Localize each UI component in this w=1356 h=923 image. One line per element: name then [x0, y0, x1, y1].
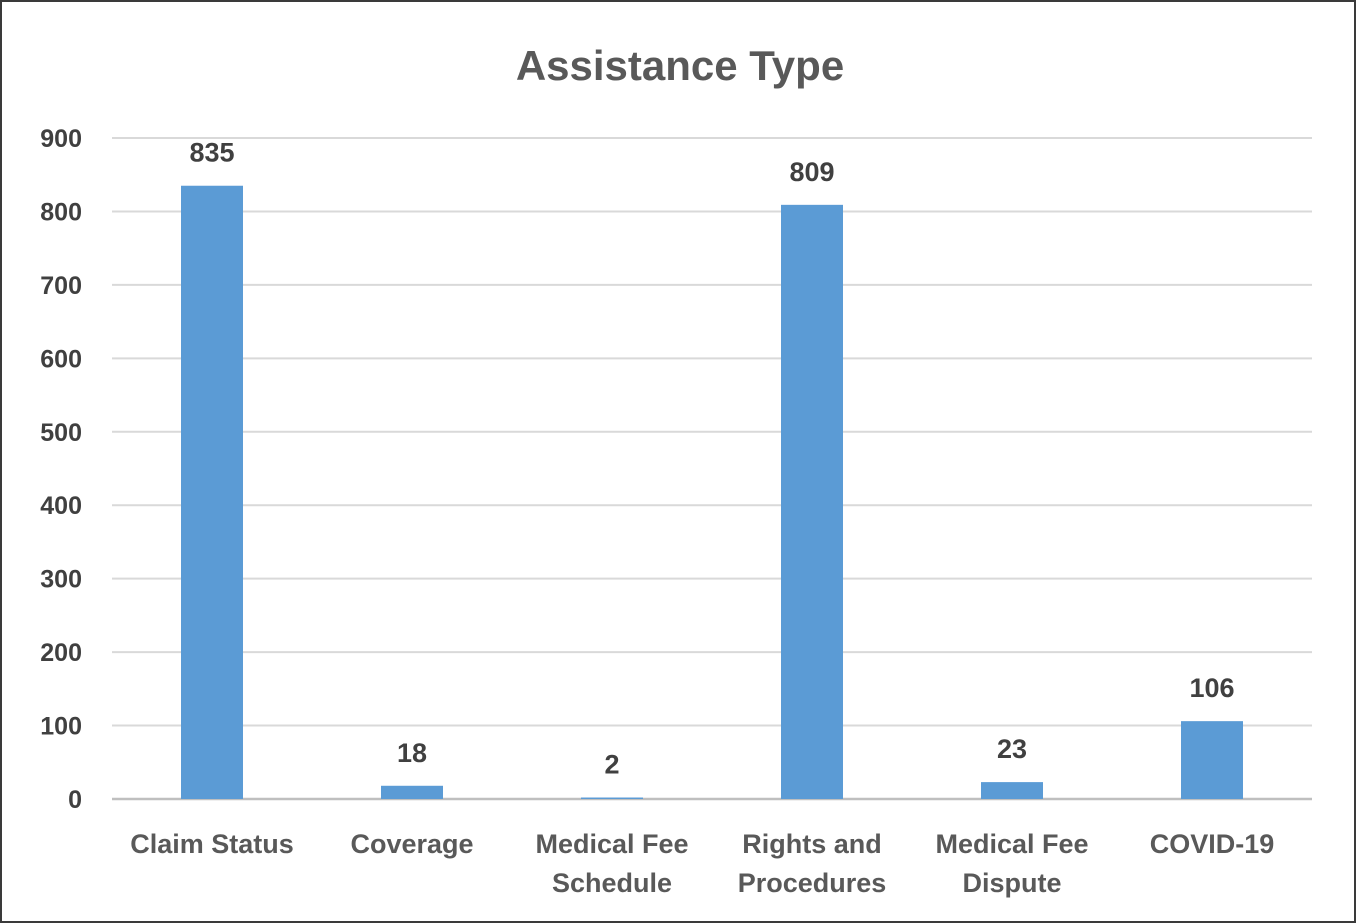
data-label: 106: [1189, 673, 1234, 703]
category-label: Medical Fee Schedule: [535, 829, 688, 898]
bars: [181, 185, 1243, 799]
y-tick-label: 300: [40, 566, 82, 594]
y-tick-label: 200: [40, 639, 82, 667]
y-tick-label: 900: [40, 125, 82, 153]
category-label: Medical Fee Dispute: [935, 829, 1088, 898]
data-label: 23: [997, 734, 1027, 764]
category-label: Coverage: [350, 829, 473, 859]
category-label: COVID-19: [1150, 829, 1275, 859]
data-labels: 835 18 2 809 23 106: [189, 138, 1234, 780]
bar: [381, 785, 443, 799]
bar: [781, 204, 843, 799]
data-label: 18: [397, 738, 427, 768]
bar: [981, 782, 1043, 799]
y-tick-label: 400: [40, 492, 82, 520]
category-label: Rights and Procedures: [738, 829, 887, 898]
bar: [581, 797, 643, 799]
x-axis-categories: Claim Status Coverage Medical Fee Schedule R…: [130, 829, 1274, 898]
bar: [181, 185, 243, 799]
data-label: 835: [189, 138, 234, 168]
y-tick-label: 500: [40, 419, 82, 447]
data-label: 809: [789, 157, 834, 187]
y-tick-label: 600: [40, 345, 82, 373]
gridlines: [112, 137, 1312, 801]
bar: [1181, 721, 1243, 799]
y-axis-ticks: 0 100 200 300 400 500 600 700 800 900: [40, 125, 82, 814]
y-tick-label: 700: [40, 272, 82, 300]
chart-title: Assistance Type: [516, 42, 844, 89]
y-tick-label: 0: [68, 786, 82, 814]
y-tick-label: 100: [40, 713, 82, 741]
y-tick-label: 800: [40, 198, 82, 226]
category-label: Claim Status: [130, 829, 294, 859]
data-label: 2: [604, 750, 619, 780]
